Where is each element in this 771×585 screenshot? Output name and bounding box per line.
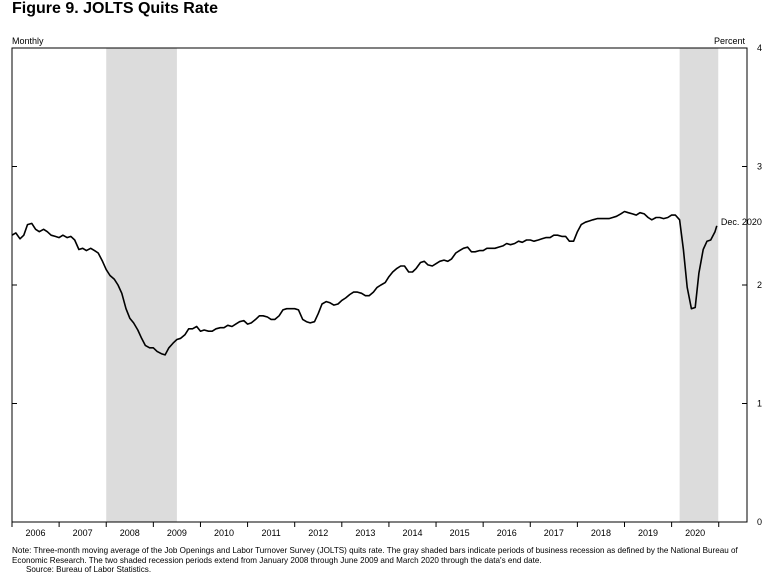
year-label: 2008 bbox=[120, 528, 140, 538]
year-label: 2014 bbox=[402, 528, 422, 538]
year-label: 2016 bbox=[497, 528, 517, 538]
y-tick-label: 2 bbox=[757, 280, 762, 290]
quits-rate-series bbox=[11, 210, 718, 356]
y-tick-label: 0 bbox=[757, 517, 762, 527]
left-axis-label: Monthly bbox=[12, 36, 44, 46]
axis-frame bbox=[11, 47, 748, 527]
recession-shading bbox=[106, 48, 719, 522]
x-tick-labels: 2006 2007 2008 2009 2010 2011 2012 2013 2014 2015… bbox=[26, 528, 706, 538]
year-label: 2019 bbox=[638, 528, 658, 538]
year-label: 2017 bbox=[544, 528, 564, 538]
year-label: 2013 bbox=[355, 528, 375, 538]
year-label: 2006 bbox=[26, 528, 46, 538]
y-tick-label: 1 bbox=[757, 399, 762, 409]
y-tick-labels: 0 1 2 3 4 bbox=[757, 43, 762, 527]
year-label: 2011 bbox=[261, 528, 280, 538]
year-label: 2009 bbox=[167, 528, 187, 538]
year-label: 2020 bbox=[685, 528, 705, 538]
year-label: 2018 bbox=[591, 528, 611, 538]
figure-title: Figure 9. JOLTS Quits Rate bbox=[12, 0, 218, 17]
year-label: 2015 bbox=[450, 528, 470, 538]
figure-note: Note: Three-month moving average of the … bbox=[12, 546, 762, 575]
end-point-annotation: Dec. 2020 bbox=[721, 217, 762, 227]
year-label: 2012 bbox=[308, 528, 328, 538]
year-label: 2007 bbox=[73, 528, 93, 538]
recession-bar bbox=[106, 48, 177, 522]
right-axis-label: Percent bbox=[714, 36, 746, 46]
y-tick-label: 4 bbox=[757, 43, 762, 53]
series-line bbox=[11, 210, 718, 356]
recession-bar bbox=[679, 48, 719, 522]
y-tick-label: 3 bbox=[757, 162, 762, 172]
source-text: Source: Bureau of Labor Statistics. bbox=[26, 565, 152, 575]
note-text: Note: Three-month moving average of the … bbox=[12, 546, 738, 565]
year-label: 2010 bbox=[214, 528, 234, 538]
